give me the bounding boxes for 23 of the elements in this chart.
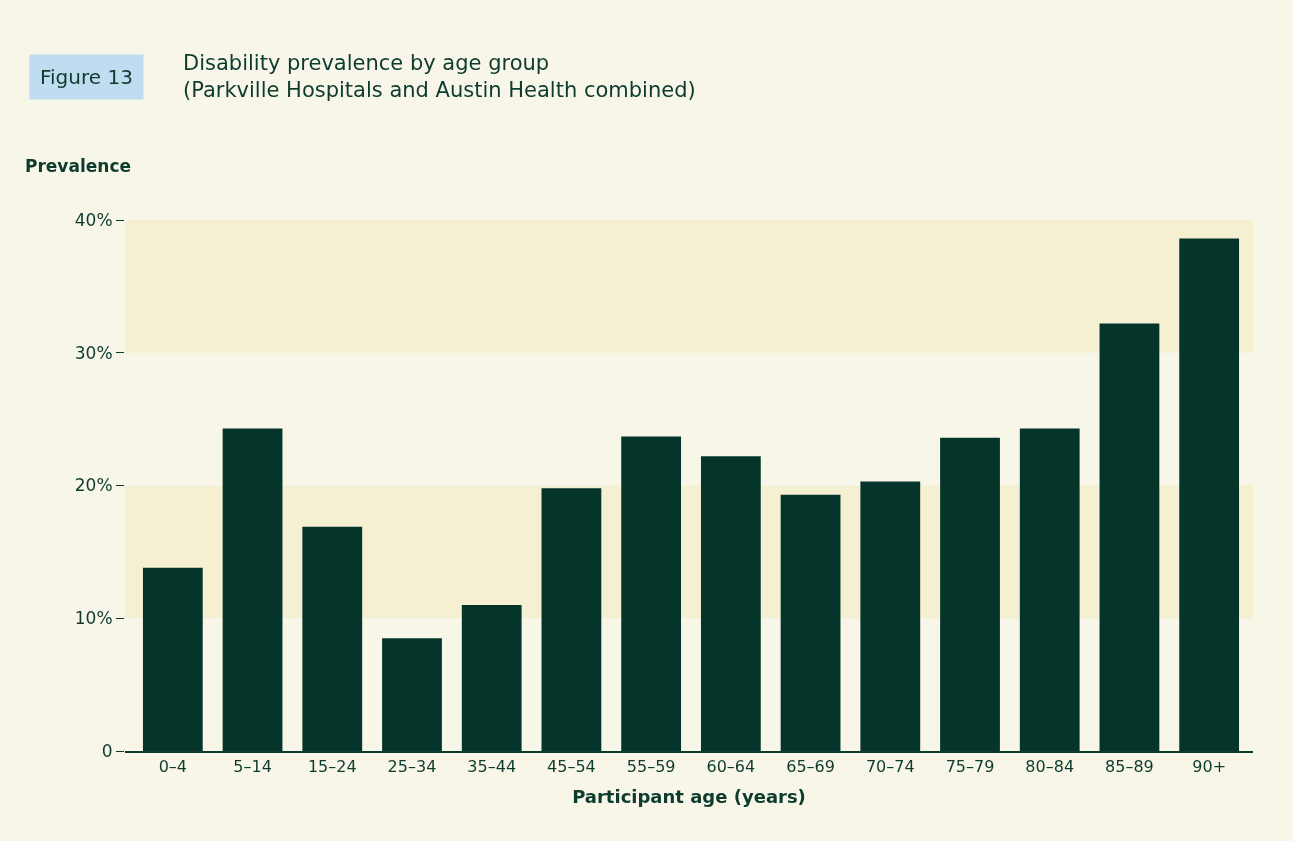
x-tick-label: 85–89 [1105,757,1154,777]
x-tick-label: 25–34 [387,757,437,777]
caption: Figure 13 [40,65,133,89]
x-tick-label: 15–24 [307,757,357,777]
x-tick-label: 80–84 [1025,757,1075,777]
y-tick-label: 10% [74,608,113,629]
x-tick-label: 70–74 [865,757,915,777]
x-tick-label: 75–79 [945,757,995,777]
x-tick-label: 0–4 [158,757,188,777]
y-tick-label: 40% [74,209,113,230]
y-axis-title: Prevalence [25,156,131,176]
x-tick-label: 45–54 [547,757,596,777]
x-tick-label: 65–69 [786,757,835,777]
x-tick-label: 90+ [1192,757,1227,777]
chart-title: Disability prevalence by age group (Parkville Hospitals and Austin Health combined) [183,51,696,103]
x-axis-title: Participant age (years) [572,785,806,807]
y-tick-label: 0 [101,740,113,761]
x-tick-label: 55–59 [626,757,676,777]
x-tick-label: 5–14 [233,757,272,777]
y-tick-label: 30% [74,342,113,363]
x-tick-label: 60–64 [706,757,756,777]
y-tick-label: 20% [74,475,113,496]
x-tick-label: 35–44 [467,757,517,777]
